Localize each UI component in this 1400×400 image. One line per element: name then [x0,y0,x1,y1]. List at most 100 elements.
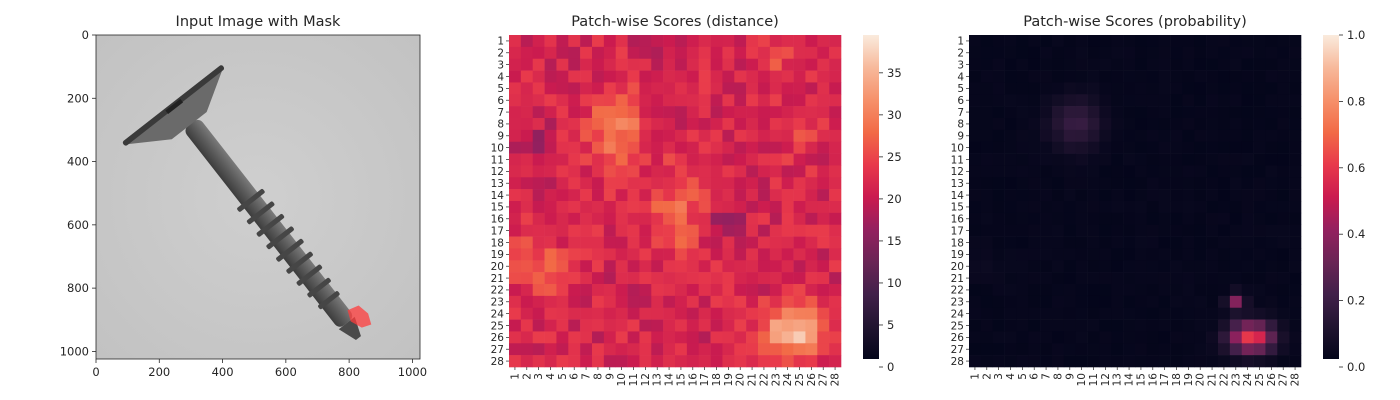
heatmap-cell [1170,319,1183,332]
heatmap-cell [1253,307,1266,320]
heatmap-cell [1158,106,1171,119]
heatmap-cell [1229,224,1243,237]
x-tick-label: 5 [557,373,569,380]
heatmap-cell [639,295,652,309]
heatmap-cell [1170,189,1183,202]
heatmap-cell [781,343,794,356]
heatmap-cell [1099,70,1112,83]
heatmap-cell [1218,46,1231,60]
heatmap-cell [556,248,569,261]
heatmap-cell [1277,201,1290,214]
heatmap-cell [817,248,830,261]
heatmap-cell [1016,165,1029,178]
heatmap-cell [1099,46,1112,60]
heatmap-cell [992,58,1005,71]
heatmap-cell [1040,224,1053,237]
heatmap-cell [1016,129,1029,143]
heatmap-cell [793,94,806,107]
heatmap-cell [1253,331,1266,344]
x-tick-label: 21 [1207,373,1219,386]
heatmap-cell [580,260,593,273]
heatmap-cell [1087,355,1100,368]
heatmap-cell [1028,331,1041,344]
heatmap-cell [829,331,842,344]
heatmap-cell [1004,153,1017,166]
heatmap-cell [1182,129,1195,143]
heatmap-cell [1016,141,1029,154]
y-tick-label: 17 [491,225,504,237]
heatmap-cell [1135,94,1148,107]
heatmap-cell [592,118,605,131]
heatmap-cell [603,307,617,320]
heatmap-cell [544,58,557,71]
heatmap-cell [734,236,747,249]
heatmap-cell [734,189,747,202]
heatmap-cell [793,295,806,309]
heatmap-cell [1135,165,1148,178]
heatmap-cell [1040,212,1053,226]
heatmap-cell [520,177,534,190]
heatmap-cell [817,46,830,60]
heatmap-cell [1170,307,1183,320]
heatmap-cell [532,189,545,202]
x-tick-label: 6 [569,373,581,380]
heatmap-cell [1277,189,1290,202]
heatmap-cell [1123,201,1136,214]
heatmap-cell [769,129,783,143]
heatmap-cell [980,212,994,226]
heatmap-cell [1087,165,1100,178]
heatmap-cell [1241,331,1254,344]
heatmap-cell [556,260,569,273]
heatmap-cell [969,35,982,48]
heatmap-cell [627,189,640,202]
heatmap-cell [532,35,545,48]
heatmap-cell [520,58,534,71]
heatmap-cell [1265,82,1278,95]
heatmap-cell [603,46,617,60]
heatmap-cell [651,331,664,344]
heatmap-cell [769,343,783,356]
heatmap-cell [1075,331,1088,344]
heatmap-cell [1111,189,1124,202]
x-tick-label: 23 [770,373,782,386]
heatmap-cell [509,212,522,226]
heatmap-cell [1218,248,1231,261]
heatmap-cell [805,58,818,71]
heatmap-cell [758,295,771,309]
heatmap-cell [1111,201,1124,214]
heatmap-cell [980,295,994,309]
heatmap-cell [1289,129,1302,143]
heatmap-cell [603,272,617,285]
heatmap-cell [758,212,771,226]
heatmap-cell [734,70,747,83]
y-tick-label: 14 [491,190,505,202]
heatmap-cell [829,284,842,297]
heatmap-cell [734,177,747,190]
heatmap-cell [980,343,994,356]
heatmap-cell [592,248,605,261]
heatmap-cell [1182,189,1195,202]
heatmap-cell [793,248,806,261]
heatmap-cell [1004,284,1017,297]
heatmap-cell [1277,319,1290,332]
y-tick-label: 11 [951,154,964,166]
heatmap-cell [805,331,818,344]
heatmap-cell [639,343,652,356]
heatmap-cell [805,284,818,297]
heatmap-cell [639,35,652,48]
heatmap-cell [829,295,842,309]
y-tick-label: 18 [951,237,964,249]
heatmap-cell [686,284,700,297]
heatmap-cell [1040,272,1053,285]
heatmap-cell [651,129,664,143]
x-tick-label: 14 [1124,373,1136,387]
heatmap-cell [1004,343,1017,356]
heatmap-cell [769,35,783,48]
heatmap-cell [722,355,735,368]
heatmap-cell [1277,331,1290,344]
heatmap-cell [1123,260,1136,273]
heatmap-cell [615,129,628,143]
heatmap-cell [1289,94,1302,107]
heatmap-cell [1182,272,1195,285]
heatmap-cell [1218,319,1231,332]
